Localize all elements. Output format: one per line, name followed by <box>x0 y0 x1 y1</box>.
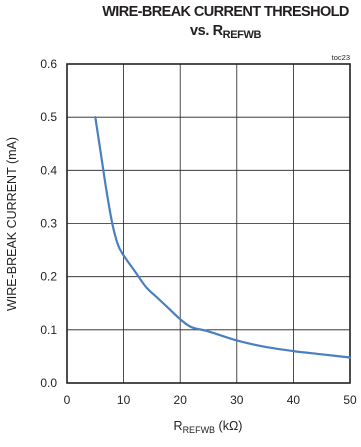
y-tick-label: 0.6 <box>40 57 57 71</box>
y-ticks: 0.0 0.1 0.2 0.3 0.4 0.5 0.6 <box>40 57 57 390</box>
x-axis-label-subscript: REFWB <box>182 425 216 435</box>
grid-lines <box>67 64 350 383</box>
y-tick-label: 0.4 <box>40 163 57 177</box>
chart-title: WIRE-BREAK CURRENT THRESHOLD <box>102 4 349 20</box>
x-tick-label: 50 <box>343 393 357 407</box>
y-tick-label: 0.5 <box>40 110 57 124</box>
series-line <box>94 116 352 359</box>
y-tick-label: 0.3 <box>40 217 57 231</box>
y-tick-label: 0.0 <box>40 376 57 390</box>
x-tick-label: 10 <box>117 393 131 407</box>
x-ticks: 0 10 20 30 40 50 <box>64 393 357 407</box>
x-tick-label: 20 <box>174 393 188 407</box>
toc-label: toc23 <box>331 53 350 62</box>
x-axis-label-main: R <box>173 419 183 433</box>
chart-subtitle-subscript: REFWB <box>222 29 262 41</box>
x-axis-label-unit: (kΩ) <box>215 419 243 433</box>
x-tick-label: 40 <box>287 393 301 407</box>
plot-frame <box>66 63 351 384</box>
x-axis-label: RREFWB (kΩ) <box>148 419 268 435</box>
x-tick-label: 0 <box>64 393 71 407</box>
y-tick-label: 0.2 <box>40 270 57 284</box>
x-tick-label: 30 <box>230 393 244 407</box>
chart-subtitle-prefix: vs. R <box>190 23 223 39</box>
chart-subtitle: vs. RREFWB <box>90 23 361 41</box>
y-axis-label: WIRE-BREAK CURRENT (mA) <box>5 136 19 312</box>
y-tick-label: 0.1 <box>40 323 57 337</box>
